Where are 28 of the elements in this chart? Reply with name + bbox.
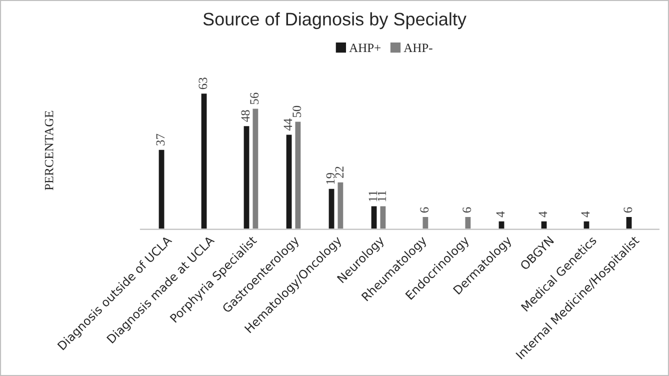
data-label: 11 [368,191,378,202]
data-label: 63 [198,78,208,90]
data-label: 6 [462,207,472,213]
data-label: 50 [292,106,302,118]
data-label: 6 [624,207,632,213]
bar [624,216,634,230]
data-label: 44 [284,118,292,131]
data-label: 48 [241,110,250,122]
data-label: 6 [420,207,429,213]
data-label: 37 [156,134,165,146]
bar [200,92,208,230]
data-label: 4 [581,211,590,218]
chart-title: Source of Diagnosis by Specialty [203,12,466,30]
legend-label: AHP- [404,44,432,52]
data-label: 56 [250,92,259,104]
bar [540,220,548,230]
bar [497,220,506,230]
bar [464,216,472,230]
data-label: 22 [335,166,344,178]
data-label: 4 [538,211,548,218]
bar [157,148,166,230]
bar [421,216,430,230]
data-label: 4 [496,211,505,218]
legend-label: AHP+ [349,44,381,52]
data-label: 11 [378,191,386,202]
y-axis-title: PERCENTAGE [44,110,54,190]
data-label: 19 [326,172,335,184]
bar [582,220,591,230]
